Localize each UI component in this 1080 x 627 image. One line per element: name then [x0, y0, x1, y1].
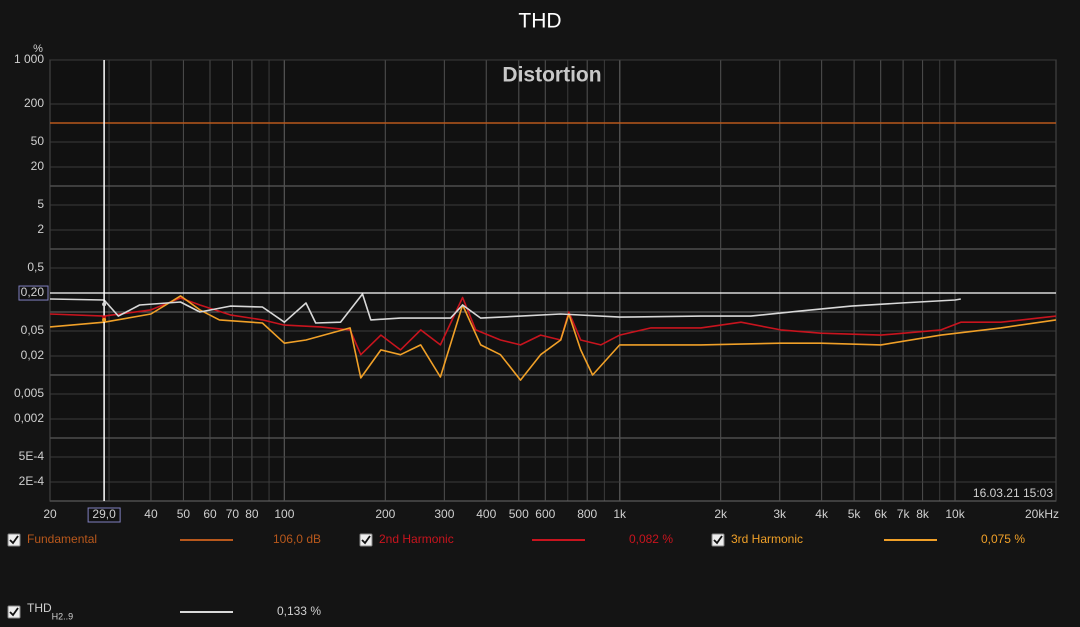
x-tick-label: 300 [434, 507, 454, 521]
x-tick-label: 60 [203, 507, 217, 521]
legend-entry: 3rd Harmonic 0,075 % [711, 532, 1025, 547]
y-tick-label: 5 [37, 197, 44, 211]
x-tick-label: 600 [535, 507, 555, 521]
cursor-x-label: 29,0 [92, 507, 116, 521]
legend-readout: 0,082 % [629, 532, 673, 546]
y-tick-label: 0,05 [21, 323, 45, 337]
legend-readout: 0,133 % [277, 604, 321, 618]
legend-label: THD [27, 601, 52, 615]
x-tick-label: 80 [245, 507, 259, 521]
timestamp: 16.03.21 15:03 [973, 486, 1053, 500]
x-tick-label: 5k [848, 507, 862, 521]
legend-checkbox[interactable] [7, 533, 21, 547]
legend-check[interactable] [9, 535, 19, 545]
y-tick-label: 0,005 [14, 386, 44, 400]
y-tick-label: 1 000 [14, 52, 44, 66]
y-tick-label: 0,002 [14, 411, 44, 425]
cursor-readout-dot [102, 317, 107, 322]
cursor-x-box [87, 507, 121, 523]
legend-checkbox[interactable] [7, 605, 21, 619]
x-tick-label: 50 [177, 507, 191, 521]
x-tick-label: 100 [274, 507, 294, 521]
legend-label-sub: H2..9 [52, 611, 74, 621]
y-tick-label: 200 [24, 96, 44, 110]
x-tick-label: 6k [874, 507, 888, 521]
legend-label: 3rd Harmonic [731, 532, 803, 546]
x-tick-label: 200 [375, 507, 395, 521]
y-tick-label: 5E-4 [19, 449, 45, 463]
plot-area [49, 59, 1057, 502]
x-tick-label: 500 [509, 507, 529, 521]
legend-check[interactable] [713, 535, 723, 545]
legend-check[interactable] [9, 607, 19, 617]
legend-checkbox[interactable] [359, 533, 373, 547]
legend-readout: 0,075 % [981, 532, 1025, 546]
x-tick-label: 4k [815, 507, 829, 521]
x-tick-label: 70 [226, 507, 240, 521]
cursor-y-label: 0,20 [21, 285, 45, 299]
x-tick-label: 1k [613, 507, 627, 521]
y-tick-label: 2 [37, 222, 44, 236]
y-tick-label: 2E-4 [19, 474, 45, 488]
series-line [49, 296, 1057, 356]
x-tick-label: 40 [144, 507, 158, 521]
legend-entry: Fundamental 106,0 dB [7, 532, 321, 547]
y-tick-label: 0,02 [21, 348, 45, 362]
marks [49, 60, 1057, 501]
y-tick-label: 50 [31, 134, 45, 148]
legend-label: Fundamental [27, 532, 97, 546]
chart-subtitle: Distortion [502, 64, 601, 87]
x-tick-label: 2k [714, 507, 728, 521]
legend-label: 2nd Harmonic [379, 532, 454, 546]
x-tick-label: 3k [773, 507, 787, 521]
legend-entry: 2nd Harmonic 0,082 % [359, 532, 673, 547]
y-unit: % [33, 43, 43, 55]
y-tick-label: 0,5 [27, 260, 44, 274]
x-tick-label: 20kHz [1025, 507, 1059, 521]
legend-check[interactable] [361, 535, 371, 545]
cursor-readout-dot [102, 302, 107, 307]
x-tick-label: 10k [945, 507, 965, 521]
x-tick-label: 400 [476, 507, 496, 521]
x-tick-label: 7k [897, 507, 911, 521]
series-line [49, 295, 1057, 381]
x-tick-label: 800 [577, 507, 597, 521]
legend-checkbox[interactable] [711, 533, 725, 547]
legend: Fundamental 106,0 dB 2nd Harmonic 0,082 % 3r… [7, 532, 1025, 621]
legend-readout: 106,0 dB [273, 532, 321, 546]
y-tick-label: 20 [31, 159, 45, 173]
series-line [49, 293, 961, 324]
chart-title: THD [518, 10, 561, 33]
x-tick-label: 20 [43, 507, 57, 521]
cursor-y-box [18, 285, 49, 301]
x-tick-label: 8k [916, 507, 930, 521]
